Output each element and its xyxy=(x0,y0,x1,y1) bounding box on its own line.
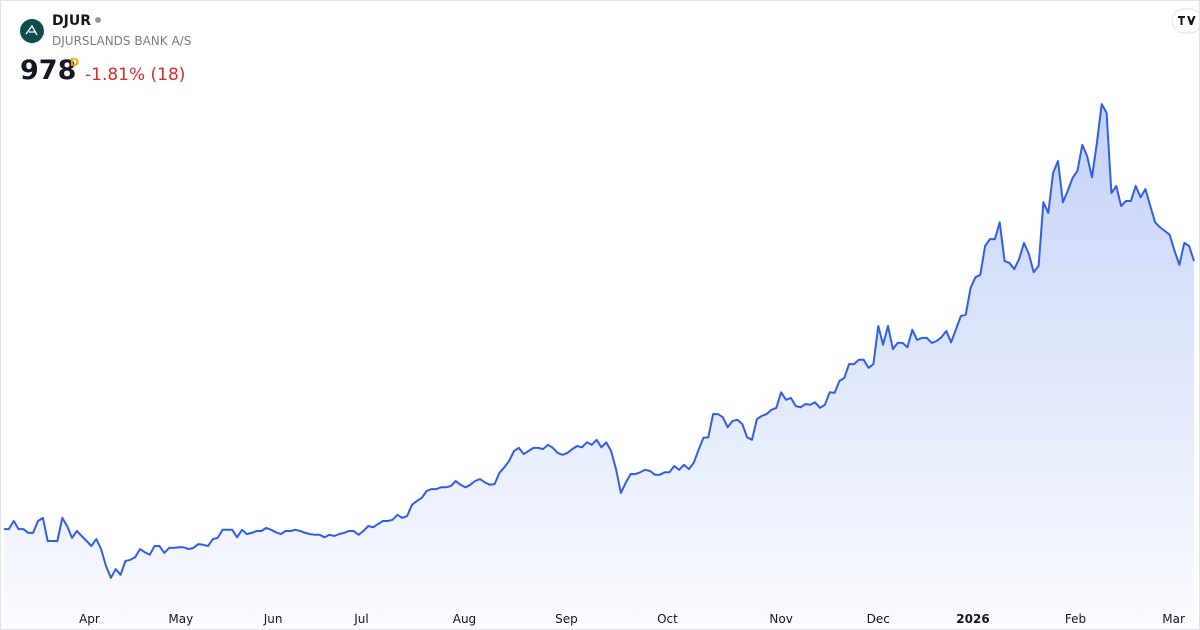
price: 978 xyxy=(20,55,77,86)
price-line xyxy=(4,103,1195,579)
x-tick-label: Jul xyxy=(353,612,368,626)
x-tick-label: Aug xyxy=(453,612,476,626)
x-tick-label: Feb xyxy=(1065,612,1086,626)
x-tick-label: Jun xyxy=(263,612,283,626)
x-tick-label: Dec xyxy=(867,612,890,626)
price-change: -1.81% (18) xyxy=(85,65,186,85)
area-fill xyxy=(4,104,1194,629)
tv-logo[interactable] xyxy=(1178,16,1196,25)
tv-logo-bg[interactable] xyxy=(1171,8,1199,34)
symbol-text: DJUR xyxy=(52,13,91,29)
x-tick-label: Nov xyxy=(769,612,792,626)
x-tick-label: Oct xyxy=(657,612,678,626)
symbol: DJUR xyxy=(52,13,101,29)
x-tick-label: 2026 xyxy=(956,612,989,626)
price-flag: D xyxy=(70,56,80,69)
logo-mark xyxy=(25,24,38,36)
logo xyxy=(20,19,44,43)
x-tick-label: Apr xyxy=(79,612,100,626)
status-dot xyxy=(94,17,101,23)
company-name: DJURSLANDS BANK A/S xyxy=(52,34,192,48)
x-tick-label: May xyxy=(168,612,193,626)
x-tick-label: Sep xyxy=(555,612,578,626)
x-tick-label: Mar xyxy=(1162,612,1185,626)
